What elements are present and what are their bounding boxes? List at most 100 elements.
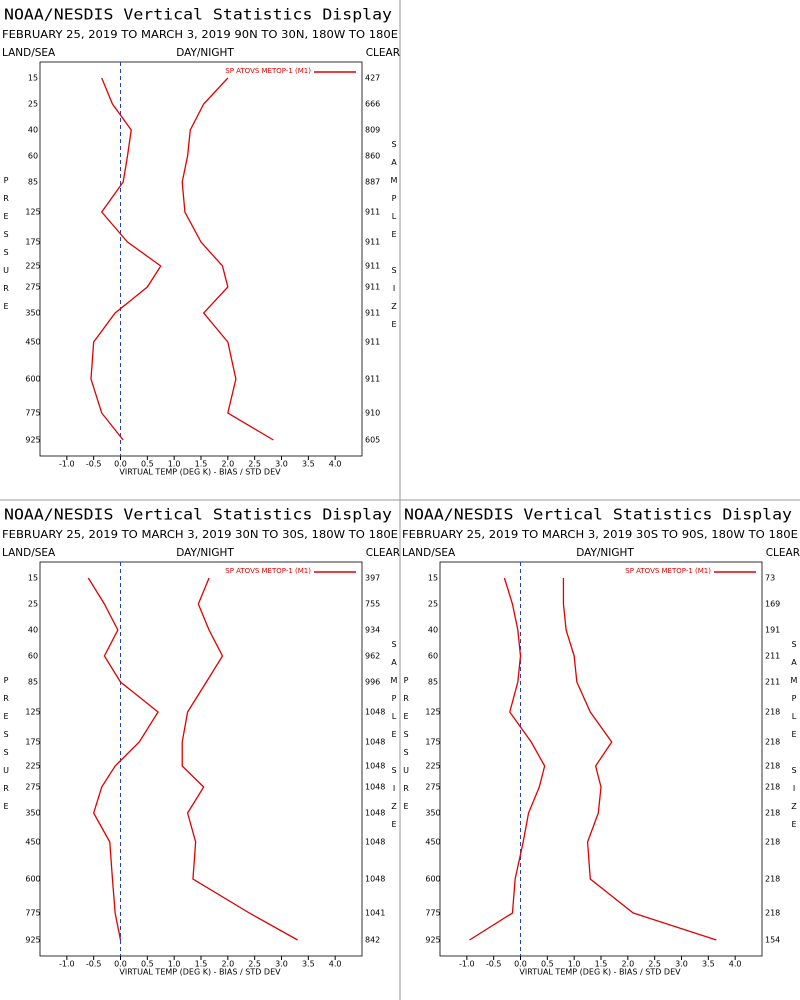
y-tick-label: 175 xyxy=(425,738,440,747)
chart-subtitle: FEBRUARY 25, 2019 TO MARCH 3, 2019 30S T… xyxy=(402,529,798,541)
x-tick-label: 3.5 xyxy=(302,960,315,969)
sample-size-label: 218 xyxy=(765,762,780,771)
x-tick-label: 0.5 xyxy=(541,960,554,969)
sample-size-label: 211 xyxy=(765,678,780,687)
y-tick-label: 15 xyxy=(28,574,38,583)
y-axis-label: PRESSURE xyxy=(402,676,411,820)
x-tick-label: -1.0 xyxy=(59,960,75,969)
sample-size-label: 1048 xyxy=(365,838,385,847)
y2-axis-label: SAMPLE SIZE xyxy=(790,640,799,838)
x-tick-label: 4.0 xyxy=(329,960,342,969)
bias-line xyxy=(87,577,159,941)
y-tick-label: 925 xyxy=(25,936,40,945)
y-tick-label: 60 xyxy=(28,652,38,661)
x-tick-label: -0.5 xyxy=(486,960,502,969)
chart-panel: NOAA/NESDIS Vertical Statistics Display F… xyxy=(2,6,401,477)
x-tick-label: -0.5 xyxy=(86,460,102,469)
sample-size-label: 911 xyxy=(365,208,380,217)
y2-axis-label: SAMPLE SIZE xyxy=(390,640,399,838)
y-tick-label: 450 xyxy=(425,838,440,847)
legend-label: SP ATOVS METOP-1 (M1) xyxy=(225,567,311,575)
day-night-label: DAY/NIGHT xyxy=(576,547,634,559)
sample-size-label: 860 xyxy=(365,152,380,161)
sample-size-label: 1048 xyxy=(365,809,385,818)
sample-size-label: 911 xyxy=(365,338,380,347)
sample-size-label: 996 xyxy=(365,678,380,687)
y-tick-label: 600 xyxy=(425,875,440,884)
y-tick-label: 600 xyxy=(25,375,40,384)
x-tick-label: 0.0 xyxy=(514,960,527,969)
x-tick-label: 3.0 xyxy=(275,460,288,469)
y2-axis-label: SAMPLE SIZE xyxy=(390,140,399,338)
sample-size-label: 1048 xyxy=(365,762,385,771)
y-tick-label: 775 xyxy=(25,909,40,918)
sample-size-label: 169 xyxy=(765,600,780,609)
x-tick-label: 3.0 xyxy=(675,960,688,969)
x-tick-label: 2.0 xyxy=(621,960,634,969)
sample-size-label: 191 xyxy=(765,626,780,635)
sample-size-label: 934 xyxy=(365,626,380,635)
y-tick-label: 40 xyxy=(428,626,438,635)
y-tick-label: 450 xyxy=(25,338,40,347)
sample-size-label: 962 xyxy=(365,652,380,661)
clear-label: CLEAR xyxy=(766,547,800,559)
y-tick-label: 925 xyxy=(425,936,440,945)
sample-size-label: 809 xyxy=(365,126,380,135)
chart-title: NOAA/NESDIS Vertical Statistics Display xyxy=(4,6,392,24)
sample-size-label: 211 xyxy=(765,652,780,661)
y-tick-label: 25 xyxy=(28,600,38,609)
y-tick-label: 85 xyxy=(28,178,38,187)
y-tick-label: 225 xyxy=(25,262,40,271)
chart-subtitle: FEBRUARY 25, 2019 TO MARCH 3, 2019 90N T… xyxy=(2,29,398,41)
std-dev-line xyxy=(181,77,274,441)
y-tick-label: 40 xyxy=(28,626,38,635)
std-dev-line xyxy=(562,578,717,941)
y-tick-label: 15 xyxy=(28,74,38,83)
sample-size-label: 1048 xyxy=(365,783,385,792)
sample-size-label: 666 xyxy=(365,100,380,109)
land-sea-label: LAND/SEA xyxy=(402,547,456,559)
x-tick-label: 1.5 xyxy=(595,960,608,969)
day-night-label: DAY/NIGHT xyxy=(176,47,234,59)
x-tick-label: 0.5 xyxy=(141,460,154,469)
x-tick-label: -1.0 xyxy=(459,960,475,969)
sample-size-label: 1041 xyxy=(365,909,385,918)
x-tick-label: 1.0 xyxy=(168,960,181,969)
y-tick-label: 275 xyxy=(425,783,440,792)
y-tick-label: 125 xyxy=(25,208,40,217)
y-tick-label: 350 xyxy=(25,309,40,318)
chart-panel: NOAA/NESDIS Vertical Statistics Display F… xyxy=(402,506,800,977)
legend-label: SP ATOVS METOP-1 (M1) xyxy=(225,67,311,75)
y-tick-label: 350 xyxy=(25,809,40,818)
y-tick-label: 25 xyxy=(428,600,438,609)
legend-label: SP ATOVS METOP-1 (M1) xyxy=(625,567,711,575)
day-night-label: DAY/NIGHT xyxy=(176,547,234,559)
y-tick-label: 60 xyxy=(28,152,38,161)
clear-label: CLEAR xyxy=(366,547,400,559)
x-tick-label: 3.5 xyxy=(702,960,715,969)
x-tick-label: 0.0 xyxy=(114,960,127,969)
sample-size-label: 218 xyxy=(765,909,780,918)
x-tick-label: 0.0 xyxy=(114,460,127,469)
y-tick-label: 775 xyxy=(25,409,40,418)
y-tick-label: 60 xyxy=(428,652,438,661)
y-tick-label: 925 xyxy=(25,436,40,445)
y-tick-label: 225 xyxy=(25,762,40,771)
y-tick-label: 85 xyxy=(28,678,38,687)
x-axis-label: VIRTUAL TEMP (DEG K) - BIAS / STD DEV xyxy=(119,968,281,977)
chart-title: NOAA/NESDIS Vertical Statistics Display xyxy=(404,506,792,524)
sample-size-label: 218 xyxy=(765,875,780,884)
x-tick-label: 1.5 xyxy=(195,460,208,469)
y-tick-label: 275 xyxy=(25,283,40,292)
y-axis-label: PRESSURE xyxy=(2,176,11,320)
sample-size-label: 911 xyxy=(365,238,380,247)
x-tick-label: 3.5 xyxy=(302,460,315,469)
sample-size-label: 911 xyxy=(365,262,380,271)
x-axis-label: VIRTUAL TEMP (DEG K) - BIAS / STD DEV xyxy=(519,968,681,977)
x-tick-label: 2.0 xyxy=(221,960,234,969)
x-tick-label: -0.5 xyxy=(86,960,102,969)
x-tick-label: 2.0 xyxy=(221,460,234,469)
x-tick-label: 2.5 xyxy=(648,960,661,969)
sample-size-label: 397 xyxy=(365,574,380,583)
y-tick-label: 85 xyxy=(428,678,438,687)
